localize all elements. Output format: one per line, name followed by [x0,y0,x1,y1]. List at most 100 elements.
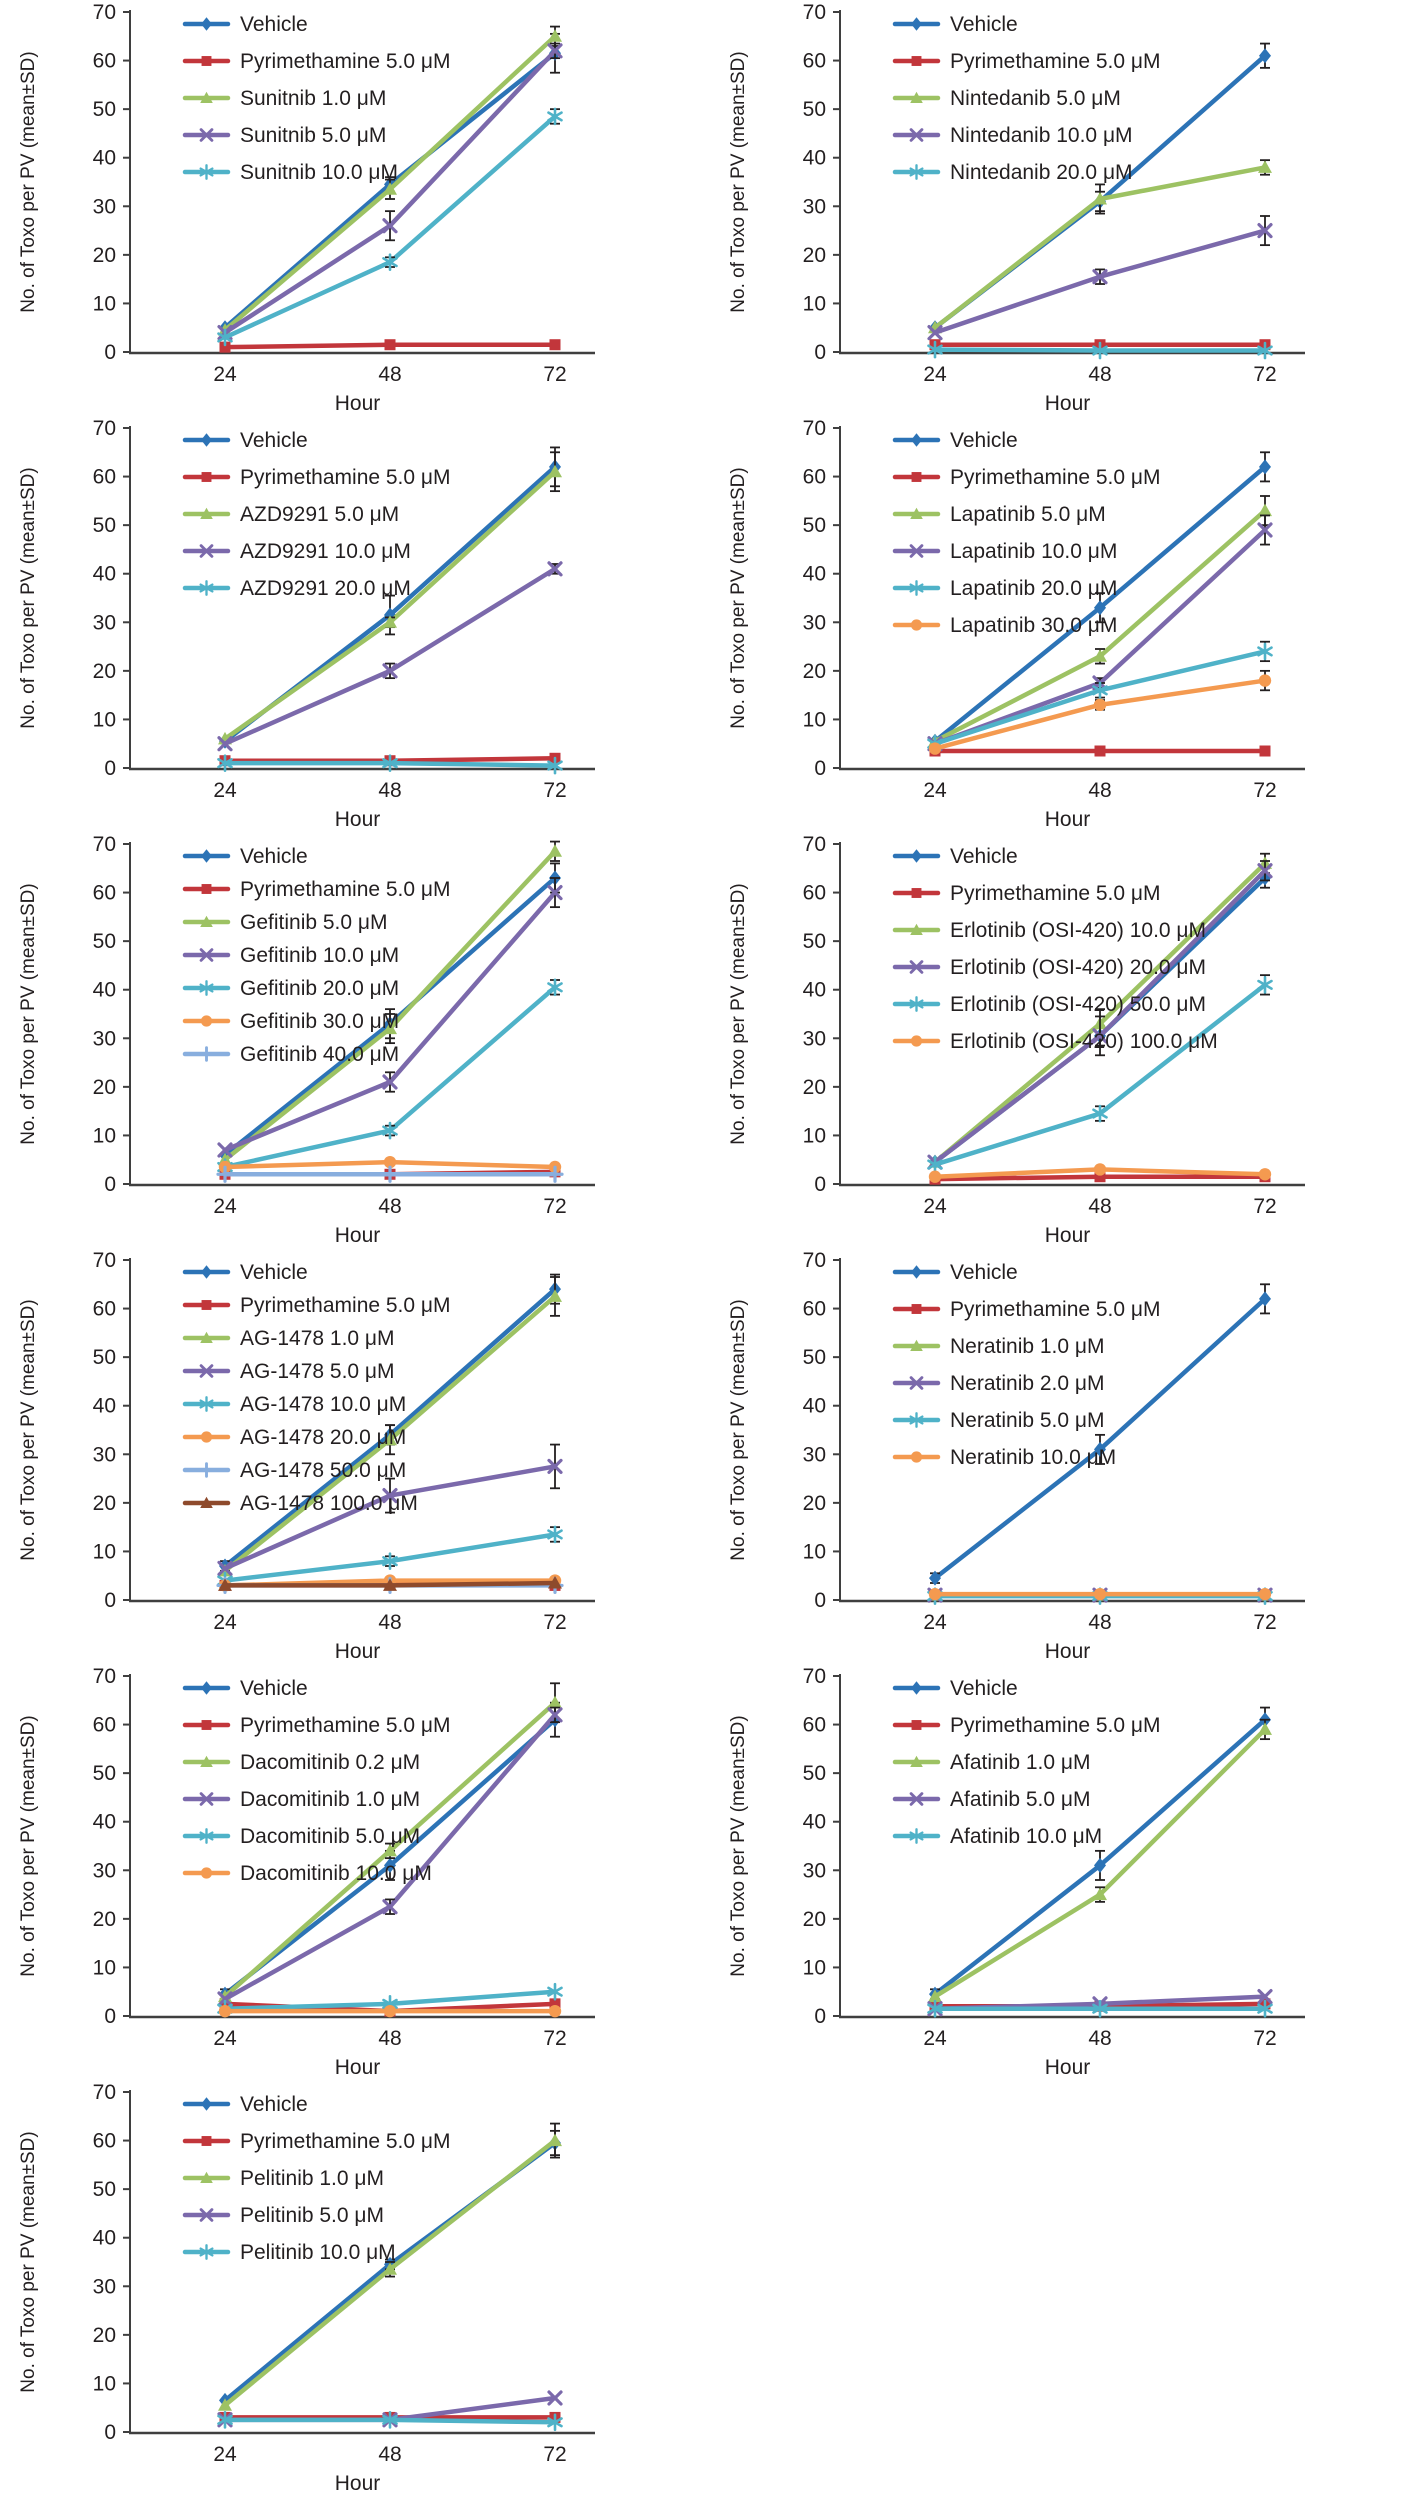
legend: Vehicle Pyrimethamine 5.0 μM Nintedanib 5.… [892,13,1161,184]
y-axis-label: No. of Toxo per PV (mean±SD) [18,1299,39,1560]
y-tick-label: 50 [803,98,826,121]
legend-item: Pyrimethamine 5.0 μM [182,1294,451,1317]
x-axis-label: Hour [1045,392,1091,415]
series-afatinib-1.0-m [928,1718,1272,2003]
circle-marker [200,1015,213,1027]
legend-label: Pyrimethamine 5.0 μM [240,50,451,73]
panel-erlotinib-osi-420: 0 10 20 30 40 50 60 70 24 48 72 Hour No. of Toxo per… [710,832,1420,1248]
legend-item: Afatinib 10.0 μM [892,1825,1102,1848]
legend-item: Gefitinib 40.0 μM [182,1043,399,1066]
series-sunitnib-10.0-m [217,107,563,347]
y-tick-label: 70 [93,2081,116,2104]
legend-label: Afatinib 1.0 μM [950,1751,1091,1774]
x-tick-label: 72 [543,363,566,386]
x-marker [547,1707,563,1723]
x-marker [547,43,563,59]
panel-azd9291: 0 10 20 30 40 50 60 70 24 48 72 Hour No. of Toxo per… [0,416,710,832]
diamond-marker [929,1570,941,1586]
x-marker [382,1899,398,1915]
triangle-marker [928,1989,942,2003]
legend-label: Lapatinib 5.0 μM [950,503,1106,526]
legend-label: Nintedanib 5.0 μM [950,87,1121,110]
y-tick-label: 0 [814,1173,826,1196]
legend-item: Sunitnib 1.0 μM [182,87,386,110]
y-tick-label: 0 [814,1589,826,1612]
series-gefitinib-40.0-m [216,1165,564,1183]
circle-marker [928,742,942,755]
y-tick-label: 40 [803,1811,826,1834]
circle-marker [928,1587,942,1601]
chart-sunitnib: 0 10 20 30 40 50 60 70 24 48 72 Hour No. of Toxo per… [18,1,595,415]
series-azd9291-20.0-m [217,754,563,775]
legend-label: Dacomitinib 1.0 μM [240,1788,420,1811]
asterisk-marker [217,754,233,772]
square-marker [201,1720,212,1730]
y-tick-label: 60 [93,1714,116,1737]
legend-label: Pyrimethamine 5.0 μM [240,878,451,901]
y-tick-label: 30 [803,611,826,634]
legend-item: Vehicle [892,429,1018,452]
legend-item: Vehicle [892,1261,1018,1284]
x-marker [217,1142,233,1158]
y-tick-label: 50 [803,1346,826,1369]
legend-label: Erlotinib (OSI-420) 20.0 μM [950,956,1206,979]
legend-item: Dacomitinib 0.2 μM [182,1751,420,1774]
series-ag-1478-5.0-m [217,1443,563,1577]
square-marker [549,1998,561,2010]
y-tick-label: 0 [814,2005,826,2028]
x-tick-label: 72 [543,2443,566,2466]
legend-label: AG-1478 1.0 μM [240,1327,395,1350]
panel-lapatinib: 0 10 20 30 40 50 60 70 24 48 72 Hour No. of Toxo per… [710,416,1420,832]
x-marker [547,2390,563,2406]
y-axis-label: No. of Toxo per PV (mean±SD) [18,883,39,1144]
legend-item: Pyrimethamine 5.0 μM [892,882,1161,905]
triangle-dark-marker [548,1576,562,1589]
diamond-marker [911,433,922,447]
y-tick-label: 10 [93,1540,116,1563]
legend-item: AG-1478 1.0 μM [182,1327,395,1350]
legend-item: Lapatinib 10.0 μM [892,540,1117,563]
x-tick-label: 48 [378,779,401,802]
series-gefitinib-5.0-m [218,840,562,1166]
y-tick-label: 0 [104,1173,116,1196]
chart-pelitinib: 0 10 20 30 40 50 60 70 24 48 72 Hour No. of Toxo per… [18,2081,595,2495]
x-marker [217,736,233,752]
chart-lapatinib: 0 10 20 30 40 50 60 70 24 48 72 Hour No. of Toxo per… [728,417,1305,831]
legend-item: Vehicle [182,429,308,452]
y-tick-label: 20 [93,1492,116,1515]
series-azd9291-10.0-m [217,561,563,752]
legend: Vehicle Pyrimethamine 5.0 μM Sunitnib 1.0 … [182,13,451,184]
legend-label: Lapatinib 20.0 μM [950,577,1117,600]
legend-label: AZD9291 20.0 μM [240,577,411,600]
legend-label: Vehicle [240,2093,308,2116]
square-marker [1094,745,1106,757]
diamond-marker [201,1265,212,1279]
legend-label: Sunitnib 1.0 μM [240,87,386,110]
x-tick-label: 48 [1088,779,1111,802]
legend-label: Pelitinib 5.0 μM [240,2204,384,2227]
legend-item: Neratinib 2.0 μM [892,1372,1105,1395]
x-marker [547,1458,563,1475]
x-tick-label: 48 [378,2027,401,2050]
x-tick-label: 48 [378,2443,401,2466]
y-tick-label: 20 [803,244,826,267]
legend-item: Erlotinib (OSI-420) 20.0 μM [892,956,1206,979]
panel-neratinib: 0 10 20 30 40 50 60 70 24 48 72 Hour No. of Toxo per… [710,1248,1420,1664]
legend-label: Vehicle [240,429,308,452]
diamond-marker [201,849,212,863]
legend-item: Vehicle [892,845,1018,868]
circle-marker [910,619,923,631]
panel-dacomitinib: 0 10 20 30 40 50 60 70 24 48 72 Hour No. of Toxo per… [0,1664,710,2080]
legend-item: AZD9291 5.0 μM [182,503,399,526]
x-tick-label: 72 [1253,2027,1276,2050]
x-marker [382,663,398,679]
legend-label: Lapatinib 30.0 μM [950,614,1117,637]
triangle-marker [1093,192,1107,205]
y-tick-label: 20 [803,1076,826,1099]
y-tick-label: 30 [93,1443,116,1466]
y-tick-label: 50 [93,98,116,121]
legend-item: Vehicle [182,1677,308,1700]
legend-label: Pyrimethamine 5.0 μM [240,1714,451,1737]
plus-marker [216,1165,234,1183]
legend-label: Pyrimethamine 5.0 μM [950,1714,1161,1737]
